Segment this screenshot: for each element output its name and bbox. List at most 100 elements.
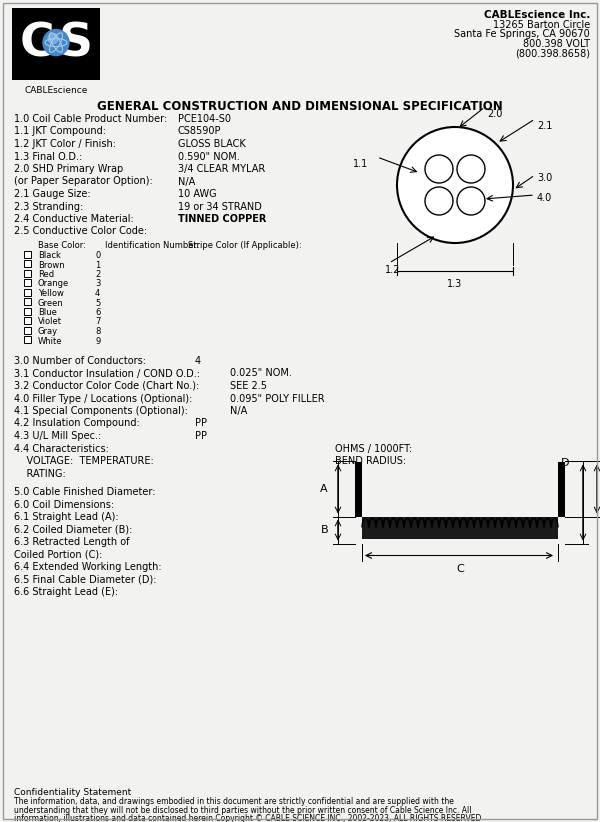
Text: 2: 2: [95, 270, 100, 279]
Text: CABLEscience Inc.: CABLEscience Inc.: [484, 10, 590, 20]
Text: 1.2 JKT Color / Finish:: 1.2 JKT Color / Finish:: [14, 139, 116, 149]
Text: A: A: [320, 484, 328, 494]
Bar: [24, 279, 31, 287]
Bar: [24, 298, 31, 306]
Bar: [12, 8, 100, 80]
Text: OHMS / 1000FT:: OHMS / 1000FT:: [335, 444, 412, 454]
Text: 0.025" NOM.: 0.025" NOM.: [230, 368, 292, 378]
Text: Santa Fe Springs, CA 90670: Santa Fe Springs, CA 90670: [454, 30, 590, 39]
Text: Stripe Color (If Applicable):: Stripe Color (If Applicable):: [188, 241, 302, 250]
Text: GLOSS BLACK: GLOSS BLACK: [178, 139, 246, 149]
Bar: [558, 461, 565, 516]
Text: Base Color:: Base Color:: [38, 241, 86, 250]
Text: 6.1 Straight Lead (A):: 6.1 Straight Lead (A):: [14, 512, 119, 522]
Text: 2.0: 2.0: [487, 109, 502, 119]
Text: 5: 5: [95, 298, 100, 307]
Text: 4.2 Insulation Compound:: 4.2 Insulation Compound:: [14, 418, 140, 428]
Text: N/A: N/A: [178, 177, 195, 187]
Circle shape: [43, 30, 69, 56]
Text: 19 or 34 STRAND: 19 or 34 STRAND: [178, 201, 262, 211]
Text: 4: 4: [195, 356, 201, 366]
Text: 3.0: 3.0: [537, 173, 552, 183]
Text: Blue: Blue: [38, 308, 57, 317]
Text: 1.1: 1.1: [353, 159, 368, 169]
Text: Green: Green: [38, 298, 64, 307]
Text: N/A: N/A: [230, 406, 247, 416]
Text: 6.3 Retracted Length of: 6.3 Retracted Length of: [14, 537, 130, 547]
Text: 4: 4: [95, 289, 100, 298]
Text: 2.4 Conductive Material:: 2.4 Conductive Material:: [14, 214, 134, 224]
Text: 1.3: 1.3: [448, 279, 463, 289]
Bar: [24, 289, 31, 296]
Text: TINNED COPPER: TINNED COPPER: [178, 214, 266, 224]
Text: 2.0 SHD Primary Wrap: 2.0 SHD Primary Wrap: [14, 164, 123, 174]
Text: (or Paper Separator Option):: (or Paper Separator Option):: [14, 177, 153, 187]
Text: 2.3 Stranding:: 2.3 Stranding:: [14, 201, 83, 211]
Text: 0.590" NOM.: 0.590" NOM.: [178, 151, 240, 161]
Circle shape: [425, 187, 453, 215]
Text: CABLEscience: CABLEscience: [25, 86, 88, 95]
Text: Violet: Violet: [38, 317, 62, 326]
Text: 1.2: 1.2: [385, 265, 400, 275]
Text: 2.1 Gauge Size:: 2.1 Gauge Size:: [14, 189, 91, 199]
Text: 4.4 Characteristics:: 4.4 Characteristics:: [14, 444, 109, 454]
Text: Red: Red: [38, 270, 54, 279]
Text: D: D: [560, 458, 569, 468]
Text: 7: 7: [95, 317, 100, 326]
Text: The information, data, and drawings embodied in this document are strictly confi: The information, data, and drawings embo…: [14, 797, 454, 806]
Text: PCE104-S0: PCE104-S0: [178, 114, 231, 124]
Text: S: S: [58, 21, 92, 67]
Text: GENERAL CONSTRUCTION AND DIMENSIONAL SPECIFICATION: GENERAL CONSTRUCTION AND DIMENSIONAL SPE…: [97, 100, 503, 113]
Text: 2.5 Conductive Color Code:: 2.5 Conductive Color Code:: [14, 227, 147, 237]
Bar: [362, 516, 558, 538]
Text: 3.1 Conductor Insulation / COND O.D.:: 3.1 Conductor Insulation / COND O.D.:: [14, 368, 200, 378]
Bar: [24, 308, 31, 315]
Circle shape: [397, 127, 513, 243]
Text: RATING:: RATING:: [14, 469, 66, 478]
Circle shape: [48, 34, 58, 44]
Bar: [355, 461, 362, 516]
Circle shape: [425, 155, 453, 183]
Text: C: C: [456, 564, 464, 574]
Text: Gray: Gray: [38, 327, 58, 336]
Text: 2.1: 2.1: [537, 121, 553, 131]
Bar: [24, 270, 31, 277]
Text: Identification Number:: Identification Number:: [105, 241, 200, 250]
Text: 4.3 U/L Mill Spec.:: 4.3 U/L Mill Spec.:: [14, 431, 101, 441]
Text: 5.0 Cable Finished Diameter:: 5.0 Cable Finished Diameter:: [14, 487, 155, 497]
Text: White: White: [38, 336, 62, 345]
Text: 4.0 Filler Type / Locations (Optional):: 4.0 Filler Type / Locations (Optional):: [14, 394, 193, 404]
Text: Black: Black: [38, 251, 61, 260]
Circle shape: [457, 187, 485, 215]
Text: understanding that they will not be disclosed to third parties without the prior: understanding that they will not be disc…: [14, 806, 472, 815]
Text: 9: 9: [95, 336, 100, 345]
Text: 0.095" POLY FILLER: 0.095" POLY FILLER: [230, 394, 325, 404]
Text: Confidentiality Statement: Confidentiality Statement: [14, 788, 131, 797]
Text: information, illustrations and data contained herein Copyright © CABLE SCIENCE I: information, illustrations and data cont…: [14, 814, 481, 822]
Bar: [24, 327, 31, 334]
Text: 6.6 Straight Lead (E):: 6.6 Straight Lead (E):: [14, 587, 118, 597]
Text: Yellow: Yellow: [38, 289, 64, 298]
Text: Coiled Portion (C):: Coiled Portion (C):: [14, 549, 103, 560]
Text: 1.3 Final O.D.:: 1.3 Final O.D.:: [14, 151, 82, 161]
Text: (800.398.8658): (800.398.8658): [515, 48, 590, 58]
Text: Orange: Orange: [38, 279, 69, 289]
Text: PP: PP: [195, 418, 207, 428]
Text: 8: 8: [95, 327, 100, 336]
Text: 10 AWG: 10 AWG: [178, 189, 217, 199]
Text: 3.0 Number of Conductors:: 3.0 Number of Conductors:: [14, 356, 146, 366]
Text: SEE 2.5: SEE 2.5: [230, 381, 267, 391]
Bar: [24, 251, 31, 258]
Text: B: B: [320, 525, 328, 535]
Text: BEND RADIUS:: BEND RADIUS:: [335, 456, 406, 466]
Text: 6.2 Coiled Diameter (B):: 6.2 Coiled Diameter (B):: [14, 524, 133, 534]
Text: 6.5 Final Cable Diameter (D):: 6.5 Final Cable Diameter (D):: [14, 575, 157, 584]
Bar: [24, 261, 31, 267]
Bar: [24, 336, 31, 344]
Text: VOLTAGE:  TEMPERATURE:: VOLTAGE: TEMPERATURE:: [14, 456, 154, 466]
Text: 0: 0: [95, 251, 100, 260]
Text: 1.0 Coil Cable Product Number:: 1.0 Coil Cable Product Number:: [14, 114, 167, 124]
Text: 3/4 CLEAR MYLAR: 3/4 CLEAR MYLAR: [178, 164, 265, 174]
Text: 6.4 Extended Working Length:: 6.4 Extended Working Length:: [14, 562, 161, 572]
Text: 4.0: 4.0: [537, 193, 552, 203]
